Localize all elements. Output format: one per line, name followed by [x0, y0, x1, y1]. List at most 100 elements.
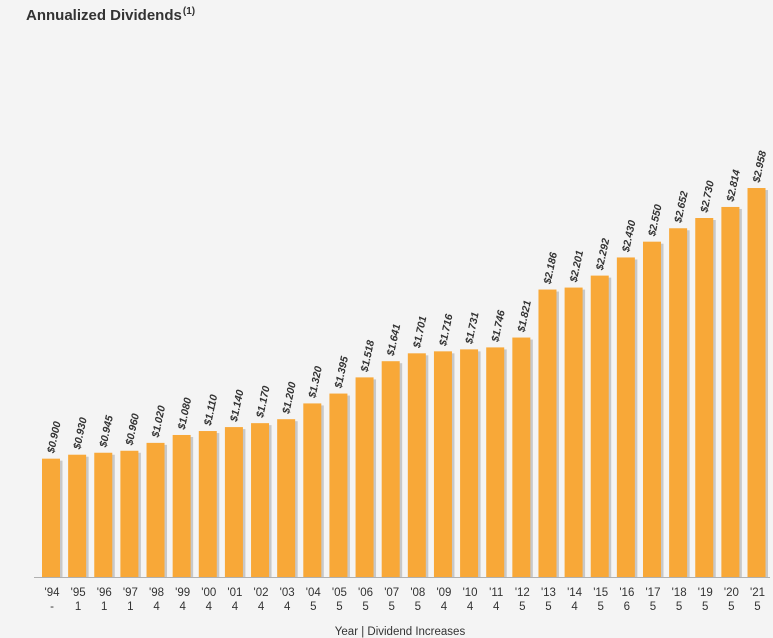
x-tick-increases: 4 — [232, 601, 239, 613]
bar — [564, 287, 583, 577]
x-tick-year: '96 — [97, 587, 112, 599]
bar — [721, 206, 740, 578]
bar — [642, 241, 661, 578]
x-tick-increases: 5 — [702, 601, 708, 613]
bar-value-label: $2.292 — [594, 237, 613, 272]
chart-title-text: Annualized Dividends — [26, 7, 182, 24]
x-tick-increases: 4 — [206, 601, 213, 613]
x-axis-title: Year | Dividend Increases — [334, 626, 466, 638]
x-tick-increases: 1 — [127, 601, 133, 613]
bar — [616, 257, 635, 577]
x-tick-increases: 6 — [624, 601, 630, 613]
x-tick-increases: 5 — [728, 601, 734, 613]
bar — [590, 275, 609, 577]
bar-value-label: $1.716 — [437, 313, 456, 348]
x-tick-increases: - — [50, 601, 54, 613]
bar-value-label: $0.960 — [123, 412, 142, 447]
x-tick-increases: 1 — [101, 601, 107, 613]
x-tick-year: '97 — [123, 587, 138, 599]
x-tick-year: '01 — [227, 587, 242, 599]
bar — [224, 427, 243, 577]
bar — [251, 423, 270, 577]
x-tick-year: '06 — [358, 587, 373, 599]
bar-value-label: $0.945 — [97, 414, 116, 449]
x-tick-increases: 5 — [362, 601, 368, 613]
x-tick-increases: 4 — [284, 601, 291, 613]
bar — [329, 393, 348, 577]
bar — [198, 431, 217, 577]
bar-value-label: $1.701 — [411, 315, 430, 350]
bar-value-label: $1.110 — [202, 393, 220, 427]
bar — [695, 218, 714, 577]
chart-title: Annualized Dividends(1) — [26, 6, 195, 24]
bar-value-label: $1.320 — [306, 365, 325, 400]
bar-value-label: $1.080 — [176, 397, 195, 432]
x-tick-year: '17 — [645, 587, 660, 599]
x-tick-increases: 4 — [258, 601, 265, 613]
x-tick-increases: 5 — [310, 601, 316, 613]
x-tick-year: '04 — [306, 587, 322, 599]
bar — [747, 188, 766, 577]
bar-value-label: $1.200 — [280, 381, 299, 416]
x-tick-year: '09 — [436, 587, 451, 599]
x-tick-year: '99 — [175, 587, 190, 599]
x-tick-year: '14 — [567, 587, 583, 599]
x-tick-increases: 5 — [598, 601, 604, 613]
bar-value-label: $1.518 — [359, 339, 378, 374]
bar — [433, 351, 452, 577]
bar — [277, 419, 296, 577]
bar — [303, 403, 322, 577]
x-tick-year: '03 — [280, 587, 295, 599]
bar — [94, 452, 113, 577]
x-tick-year: '16 — [619, 587, 634, 599]
bar — [355, 377, 374, 577]
bar-value-label: $0.900 — [45, 420, 64, 455]
bar-value-label: $1.395 — [332, 355, 351, 390]
x-tick-increases: 5 — [415, 601, 421, 613]
bar — [120, 450, 139, 577]
x-tick-increases: 5 — [336, 601, 342, 613]
chart-title-footnote: (1) — [182, 6, 196, 17]
x-tick-increases: 5 — [388, 601, 394, 613]
x-tick-year: '07 — [384, 587, 399, 599]
x-tick-increases: 5 — [754, 601, 760, 613]
bar — [538, 289, 557, 577]
x-tick-increases: 5 — [676, 601, 682, 613]
bar-value-label: $1.821 — [515, 299, 534, 334]
x-tick-increases: 4 — [467, 601, 474, 613]
x-tick-year: '20 — [724, 587, 739, 599]
bar — [669, 228, 688, 577]
x-tick-increases: 4 — [441, 601, 448, 613]
x-tick-year: '15 — [593, 587, 608, 599]
bar-value-label: $0.930 — [71, 416, 90, 451]
bar-value-label: $2.652 — [672, 190, 691, 225]
bar-value-label: $1.641 — [385, 323, 404, 358]
bar-value-label: $1.731 — [463, 311, 482, 346]
x-tick-year: '95 — [71, 587, 86, 599]
x-tick-increases: 5 — [650, 601, 656, 613]
x-tick-year: '21 — [750, 587, 765, 599]
bar-value-label: $1.020 — [150, 404, 169, 439]
x-tick-year: '11 — [489, 587, 503, 599]
x-tick-year: '98 — [149, 587, 164, 599]
bar-value-label: $1.170 — [254, 385, 273, 420]
x-tick-increases: 4 — [571, 601, 578, 613]
x-tick-year: '10 — [463, 587, 478, 599]
bar — [407, 353, 426, 577]
x-tick-year: '12 — [515, 587, 530, 599]
x-tick-year: '02 — [254, 587, 269, 599]
bar — [146, 442, 165, 577]
bar-value-label: $2.201 — [568, 249, 587, 284]
x-tick-year: '18 — [672, 587, 687, 599]
bar-value-label: $1.140 — [228, 389, 247, 424]
bar-value-label: $2.958 — [750, 150, 769, 185]
bar — [512, 337, 531, 577]
x-tick-year: '94 — [45, 587, 61, 599]
x-tick-year: '13 — [541, 587, 556, 599]
x-tick-increases: 4 — [493, 601, 500, 613]
bar-value-label: $2.550 — [646, 203, 665, 238]
x-tick-year: '08 — [410, 587, 425, 599]
x-tick-increases: 5 — [545, 601, 551, 613]
bar — [381, 361, 400, 577]
